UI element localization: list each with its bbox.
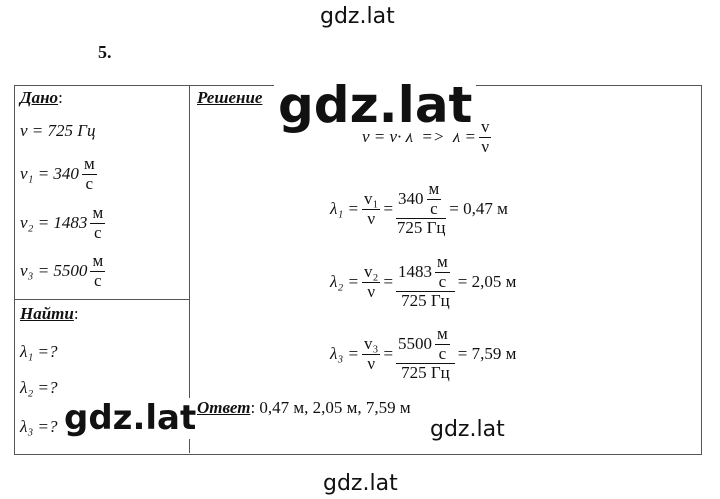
denominator: с [438, 271, 447, 291]
find-heading: Найти: [20, 304, 79, 324]
numerator: м [426, 179, 442, 200]
given-item: v₃ = 5500 м с [20, 251, 108, 290]
value: 5500 [398, 333, 433, 353]
find-item: λ₂ =? [20, 378, 58, 397]
suffix: : [58, 88, 63, 107]
denominator: с [438, 343, 447, 363]
denominator: ν [367, 353, 376, 373]
label: Ответ [197, 398, 251, 417]
numerator: v₂ [362, 261, 381, 283]
row-divider [14, 299, 189, 300]
denominator: с [94, 270, 102, 290]
denominator: с [430, 198, 438, 218]
fraction: 340 м с 725 Гц [396, 179, 447, 238]
find-item: λ₁ =? [20, 342, 58, 362]
denominator: ν [367, 281, 376, 301]
value: 340 [398, 188, 424, 208]
denominator: ν [481, 136, 490, 156]
result: = 0,47 м [449, 199, 508, 219]
problem-number: 5. [98, 42, 112, 62]
result: = 7,59 м [457, 344, 517, 364]
numerator: v₁ [362, 188, 381, 210]
denominator: 725 Гц [401, 363, 450, 383]
given-heading: Дано: [20, 88, 63, 108]
result: = 2,05 м [457, 272, 517, 292]
given-item: v₂ = 1483 м с [20, 203, 108, 242]
equals: = [383, 344, 394, 364]
solution-row: λ₁ = v₁ ν = 340 м с 725 Гц = 0,47 м [330, 179, 508, 238]
denominator: с [94, 222, 102, 242]
numerator: м [90, 203, 106, 224]
find-item: λ₃ =? [20, 417, 58, 437]
numerator: м [90, 251, 106, 272]
equals: = [383, 199, 394, 219]
given-item: v₁ = 340 м с [20, 154, 100, 193]
lhs: λ₃ = [330, 344, 359, 364]
value: 1483 [398, 261, 433, 281]
column-divider [189, 85, 190, 453]
expression: v₁ = 340 [20, 164, 79, 184]
suffix: : [73, 304, 79, 323]
text: : 0,47 м, 2,05 м, 7,59 м [250, 398, 411, 417]
fraction: v₁ ν [362, 188, 381, 228]
numerator: 1483 м с [396, 252, 455, 293]
solution-row: λ₃ = v₃ ν = 5500 м с 725 Гц = 7,59 м [330, 324, 517, 383]
expression: ν = 725 Гц [20, 121, 96, 140]
numerator: м [81, 154, 97, 175]
solution-row: λ₂ = v₂ ν = 1483 м с 725 Гц = 2,05 м [330, 252, 517, 311]
numerator: 340 м с [396, 179, 447, 220]
expression: v₂ = 1483 [20, 213, 88, 233]
expression: v₃ = 5500 [20, 261, 88, 281]
lhs: λ₁ = [330, 199, 359, 219]
fraction: 1483 м с 725 Гц [396, 252, 455, 311]
fraction: v₂ ν [362, 261, 381, 301]
numerator: м [435, 324, 450, 345]
watermark: gdz.lat [430, 417, 505, 442]
fraction: 5500 м с 725 Гц [396, 324, 455, 383]
label: Найти [20, 304, 74, 323]
given-item: ν = 725 Гц [20, 121, 95, 141]
numerator: 5500 м с [396, 324, 455, 365]
label: Решение [197, 88, 263, 107]
denominator: 725 Гц [396, 218, 446, 238]
numerator: v₃ [362, 333, 381, 355]
label: Дано [20, 88, 59, 107]
denominator: с [85, 173, 94, 193]
watermark: gdz.lat [64, 398, 197, 439]
find-item: λ₂ =? [20, 378, 58, 398]
solution-heading: Решение [197, 88, 262, 108]
lhs: λ₂ = [330, 272, 359, 292]
watermark: gdz.lat [320, 4, 395, 29]
denominator: ν [367, 208, 376, 228]
find-item: λ₁ =? [20, 342, 58, 361]
numerator: v [478, 117, 492, 138]
watermark: gdz.lat [274, 78, 477, 133]
fraction: v₃ ν [362, 333, 381, 373]
denominator: 725 Гц [401, 291, 450, 311]
equals: = [383, 272, 394, 292]
answer: Ответ: 0,47 м, 2,05 м, 7,59 м [197, 398, 411, 418]
watermark: gdz.lat [323, 471, 398, 496]
find-item: λ₃ =? [20, 417, 58, 436]
numerator: м [435, 252, 450, 273]
